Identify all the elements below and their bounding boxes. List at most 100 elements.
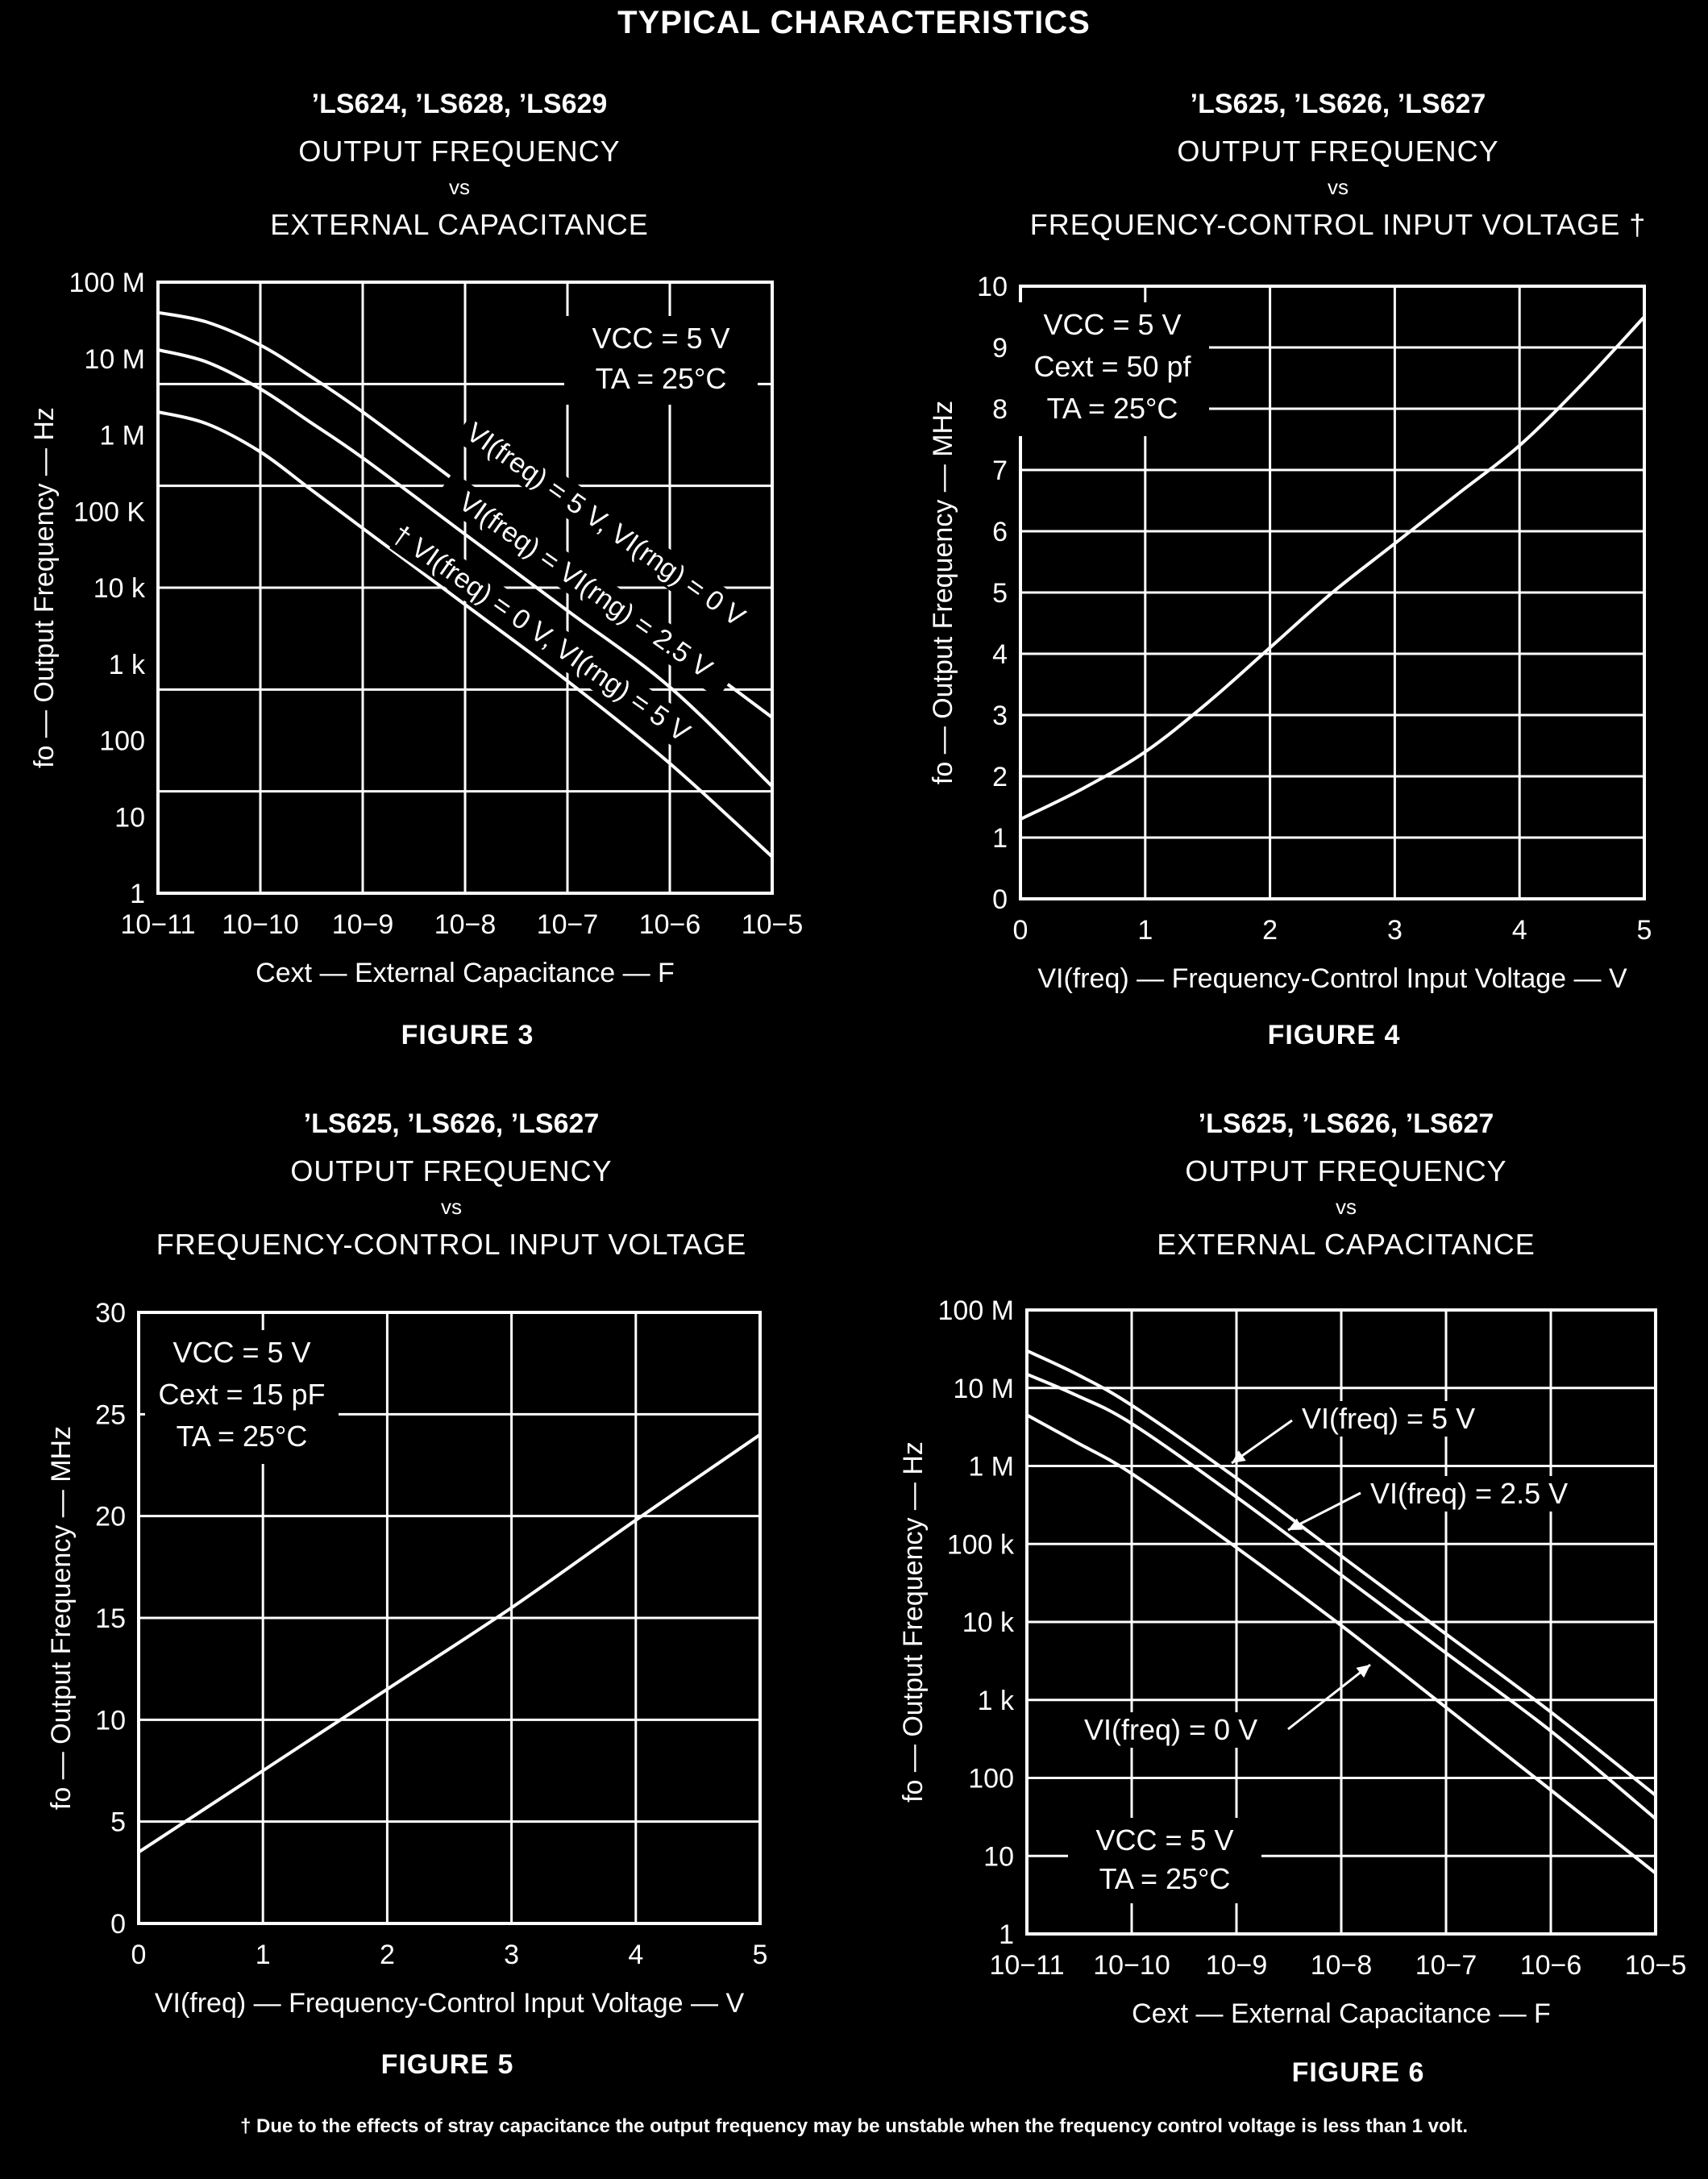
- fig6-xtick-label: 10−6: [1520, 1950, 1582, 1981]
- fig3-devices: ’LS624, ’LS628, ’LS629: [311, 89, 608, 119]
- fig5-xaxis-label: VI(freq) — Frequency-Control Input Volta…: [155, 1988, 745, 2019]
- fig5-ytick-label: 20: [95, 1502, 126, 1532]
- fig3-xtick-label: 10−5: [742, 909, 804, 940]
- fig3-xtick-label: 10−9: [332, 909, 394, 940]
- fig4-label: FIGURE 4: [1267, 1020, 1401, 1050]
- fig4-ytick-label: 1: [992, 823, 1008, 854]
- fig4-devices: ’LS625, ’LS626, ’LS627: [1190, 89, 1486, 119]
- fig6-label: FIGURE 6: [1291, 2057, 1425, 2088]
- fig3-ytick-label: 10 M: [84, 344, 145, 375]
- fig6-ytick-label: 10: [983, 1841, 1014, 1872]
- fig5-xtick-label: 3: [504, 1940, 519, 1970]
- fig4-ytick-label: 4: [992, 639, 1008, 670]
- fig6-xtick-label: 10−9: [1206, 1950, 1268, 1981]
- fig6-arrowhead-1: [1232, 1450, 1246, 1463]
- fig5-ytick-label: 10: [95, 1705, 126, 1736]
- fig4-condition-text: Cext = 50 pf: [1033, 350, 1191, 383]
- fig3-series-line-3: [157, 410, 774, 859]
- fig6-series-line-3: [1026, 1413, 1657, 1875]
- fig6-ytick-label: 10 M: [953, 1374, 1014, 1404]
- fig4-xtick-label: 0: [1013, 915, 1029, 946]
- fig6-xtick-label: 10−11: [990, 1950, 1065, 1981]
- fig3-xtick-label: 10−10: [222, 909, 299, 940]
- fig3-series-label-bg: [454, 411, 758, 638]
- fig6-leader-line-3: [1287, 1663, 1371, 1731]
- fig4-series-line-1: [1020, 315, 1646, 821]
- fig3-xtick-label: 10−7: [537, 909, 599, 940]
- fig6-condition-text: TA = 25°C: [1099, 1862, 1231, 1895]
- fig5-title-line1: OUTPUT FREQUENCY: [290, 1154, 613, 1187]
- page-title: TYPICAL CHARACTERISTICS: [617, 5, 1091, 40]
- fig3-ytick-label: 1 k: [109, 650, 146, 680]
- fig5-devices: ’LS625, ’LS626, ’LS627: [303, 1108, 600, 1139]
- fig3-ytick-label: 100 M: [69, 268, 146, 298]
- fig6-xtick-label: 10−5: [1625, 1950, 1687, 1981]
- fig3-yaxis-label: fo — Output Frequency — Hz: [29, 407, 60, 768]
- fig5-title-vs: vs: [441, 1195, 462, 1219]
- fig6-leader-line-2: [1287, 1491, 1361, 1532]
- fig5-condition-text: VCC = 5 V: [172, 1336, 310, 1369]
- fig3-series-label-bg: [434, 472, 738, 699]
- fig6-series-label-2: VI(freq) = 2.5 V: [1370, 1477, 1568, 1510]
- fig5-yaxis-label: fo — Output Frequency — MHz: [46, 1426, 77, 1810]
- fig6-ytick-label: 100 M: [938, 1295, 1015, 1326]
- fig6-arrowhead-3: [1356, 1665, 1370, 1678]
- fig5-xtick-label: 0: [131, 1940, 147, 1970]
- fig5-xtick-label: 1: [256, 1940, 271, 1970]
- fig4-title-line1: OUTPUT FREQUENCY: [1177, 135, 1499, 168]
- fig4-ytick-label: 9: [992, 333, 1008, 364]
- fig4-xaxis-label: VI(freq) — Frequency-Control Input Volta…: [1037, 963, 1627, 994]
- fig5-title-line2: FREQUENCY-CONTROL INPUT VOLTAGE: [156, 1228, 747, 1261]
- fig6-ytick-label: 100 k: [947, 1529, 1015, 1560]
- fig6-ytick-label: 100: [968, 1764, 1014, 1794]
- fig6-ytick-label: 1: [999, 1919, 1014, 1950]
- fig4-ytick-label: 8: [992, 394, 1008, 425]
- fig3-series-label-bg: [389, 520, 693, 747]
- fig6-title-line1: OUTPUT FREQUENCY: [1185, 1154, 1507, 1187]
- fig6-conditions-bg: [1068, 1818, 1261, 1903]
- fig3-title-line1: OUTPUT FREQUENCY: [298, 135, 621, 168]
- footnote: † Due to the effects of stray capacitanc…: [239, 2115, 1469, 2137]
- fig4-ytick-label: 7: [992, 455, 1008, 486]
- fig4-xtick-label: 5: [1637, 915, 1652, 946]
- fig3-xtick-label: 10−8: [434, 909, 497, 940]
- fig3-title-vs: vs: [449, 175, 470, 199]
- fig6-series-label-bg: [1365, 1476, 1575, 1512]
- fig6-xtick-label: 10−8: [1311, 1950, 1373, 1981]
- fig4-xtick-label: 4: [1512, 915, 1527, 946]
- fig5-ytick-label: 25: [95, 1399, 126, 1430]
- fig6-series-label-3: VI(freq) = 0 V: [1084, 1713, 1257, 1746]
- fig3-ytick-label: 100 K: [73, 497, 145, 527]
- fig6-xaxis-label: Cext — External Capacitance — F: [1132, 1998, 1551, 2029]
- fig6-xtick-label: 10−7: [1415, 1950, 1477, 1981]
- fig6-series-line-2: [1026, 1372, 1657, 1820]
- fig4-xtick-label: 1: [1137, 915, 1153, 946]
- fig6-condition-text: VCC = 5 V: [1095, 1823, 1233, 1857]
- fig3-label: FIGURE 3: [401, 1020, 534, 1050]
- fig5-xtick-label: 2: [380, 1940, 395, 1970]
- fig5-condition-text: Cext = 15 pF: [158, 1378, 325, 1411]
- fig3-ytick-label: 1: [130, 879, 145, 909]
- fig6-series-line-1: [1026, 1349, 1657, 1797]
- fig4-conditions-bg: [1016, 302, 1209, 436]
- fig4-ytick-label: 3: [992, 701, 1008, 731]
- fig6-ytick-label: 10 k: [962, 1607, 1015, 1638]
- fig6-title-line2: EXTERNAL CAPACITANCE: [1157, 1228, 1536, 1261]
- fig6-ytick-label: 1 k: [978, 1686, 1015, 1716]
- fig6-yaxis-label: fo — Output Frequency — Hz: [898, 1441, 929, 1803]
- fig5-ytick-label: 15: [95, 1603, 126, 1634]
- fig6-xtick-label: 10−10: [1093, 1950, 1170, 1981]
- fig3-ytick-label: 1 M: [99, 421, 145, 451]
- fig4-yaxis-label: fo — Output Frequency — MHz: [928, 401, 958, 784]
- fig6-series-label-1: VI(freq) = 5 V: [1302, 1402, 1475, 1435]
- fig6-ytick-label: 1 M: [968, 1452, 1014, 1482]
- fig4-ytick-label: 2: [992, 762, 1008, 792]
- fig3-xtick-label: 10−6: [639, 909, 701, 940]
- fig5-conditions-bg: [145, 1330, 339, 1464]
- fig3-xtick-label: 10−11: [121, 909, 196, 940]
- fig3-ytick-label: 100: [99, 726, 145, 757]
- fig6-header: ’LS625, ’LS626, ’LS627 OUTPUT FREQUENCY …: [919, 1108, 1708, 1262]
- fig4-title-line2: FREQUENCY-CONTROL INPUT VOLTAGE †: [1029, 208, 1647, 241]
- fig4-title-vs: vs: [1328, 175, 1349, 199]
